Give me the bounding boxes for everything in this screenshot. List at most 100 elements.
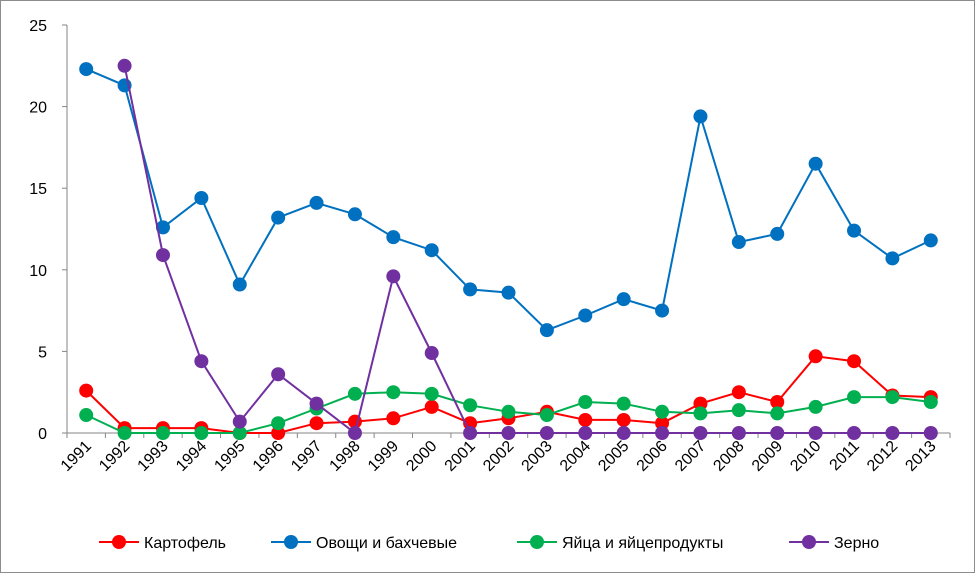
data-point (271, 210, 286, 225)
y-tick-label: 20 (29, 100, 47, 117)
data-point (693, 396, 708, 411)
data-point (923, 426, 938, 440)
series-4 (117, 58, 938, 440)
data-point (808, 399, 823, 414)
series-line (123, 65, 931, 435)
data-point (232, 277, 247, 292)
data-point (693, 406, 708, 421)
data-point (271, 426, 286, 440)
data-point (578, 426, 593, 440)
data-point (539, 408, 554, 423)
x-tick-label: 2005 (595, 438, 632, 475)
data-point (808, 426, 823, 440)
data-point (655, 416, 670, 431)
data-point (309, 416, 324, 431)
legend: Картофель Овощи и бахчевые Яйца и яйцепрод… (99, 535, 879, 552)
data-point (847, 390, 862, 405)
data-point (79, 62, 94, 77)
y-tick-label: 5 (38, 344, 47, 361)
data-point (309, 195, 324, 210)
data-point (923, 233, 938, 248)
x-tick-label: 1998 (327, 438, 364, 475)
data-point (847, 426, 862, 440)
data-point (847, 354, 862, 369)
data-point (770, 426, 785, 440)
data-point (232, 414, 247, 429)
data-point (847, 223, 862, 238)
data-point (232, 426, 247, 440)
data-point (770, 406, 785, 421)
data-point (616, 396, 631, 411)
x-tick-label: 2002 (480, 438, 517, 475)
data-point (155, 248, 170, 263)
data-point (885, 251, 900, 266)
data-point (731, 426, 746, 440)
y-tick-label: 15 (29, 181, 47, 198)
data-point (770, 394, 785, 409)
x-tick-label: 2009 (749, 438, 786, 475)
data-point (655, 303, 670, 318)
y-tick-label: 25 (29, 18, 47, 35)
data-point (539, 426, 554, 440)
data-point (770, 226, 785, 241)
data-point (79, 383, 94, 398)
x-tick-label: 2013 (902, 438, 939, 475)
data-point (616, 426, 631, 440)
series-2 (79, 62, 938, 338)
data-point (655, 404, 670, 419)
x-tick-label: 1996 (250, 438, 287, 475)
x-tick-label: 2011 (827, 438, 863, 474)
data-point (424, 243, 439, 258)
data-point (808, 349, 823, 364)
data-point (271, 416, 286, 431)
data-point (808, 156, 823, 171)
legend-label: Яйца и яйцепродукты (562, 535, 723, 552)
data-point (578, 394, 593, 409)
y-tick-label: 0 (38, 426, 47, 443)
data-point (501, 404, 516, 419)
x-tick-label: 2012 (864, 438, 901, 475)
data-point (693, 426, 708, 440)
data-point (386, 411, 401, 426)
x-tick-label: 1993 (135, 438, 172, 475)
data-point (424, 346, 439, 361)
x-tick-label: 2008 (710, 438, 747, 475)
legend-item: Картофель (99, 535, 226, 552)
data-point (155, 426, 170, 440)
legend-item: Зерно (789, 535, 879, 552)
axes (62, 24, 951, 438)
x-tick-label: 2007 (672, 438, 709, 475)
data-point (539, 323, 554, 338)
legend-marker (802, 535, 816, 549)
legend-marker (530, 535, 544, 549)
data-point (386, 269, 401, 284)
y-tick-labels: 0 5 10 15 20 25 (29, 18, 47, 443)
data-point (194, 354, 209, 369)
data-point (463, 398, 478, 413)
x-tick-label: 2006 (634, 438, 671, 475)
data-point (731, 235, 746, 250)
data-point (693, 109, 708, 124)
data-point (578, 412, 593, 427)
data-point (616, 412, 631, 427)
x-tick-label: 1991 (58, 438, 95, 475)
data-point (79, 408, 94, 423)
data-point (463, 426, 478, 440)
data-point (117, 58, 132, 73)
data-point (501, 426, 516, 440)
legend-item: Яйца и яйцепродукты (517, 535, 723, 552)
data-point (194, 426, 209, 440)
data-point (155, 220, 170, 235)
legend-marker (112, 535, 126, 549)
data-point (386, 385, 401, 400)
x-tick-label: 2000 (403, 438, 440, 475)
data-point (731, 385, 746, 400)
data-point (271, 367, 286, 382)
x-tick-label: 2010 (787, 438, 824, 475)
data-point (731, 403, 746, 418)
data-point (194, 190, 209, 205)
data-point (578, 308, 593, 323)
x-tick-label: 2003 (519, 438, 556, 475)
